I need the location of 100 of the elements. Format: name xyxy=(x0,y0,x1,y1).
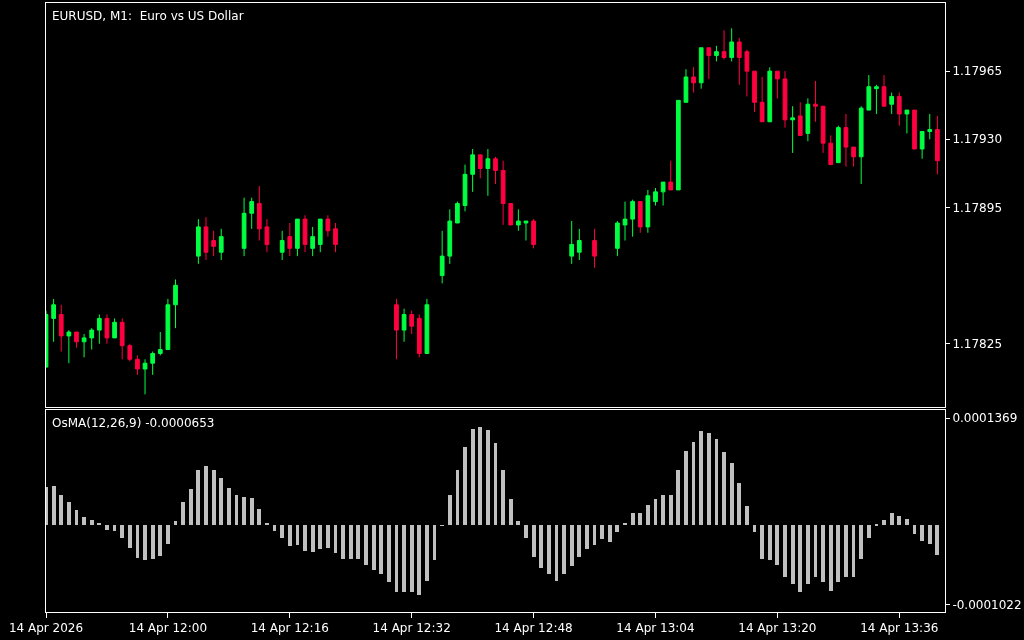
bar xyxy=(547,525,551,574)
bar xyxy=(806,525,810,584)
bar xyxy=(326,525,330,548)
bar xyxy=(859,525,863,559)
bar xyxy=(913,525,916,534)
candlestick xyxy=(889,92,895,115)
bar xyxy=(288,525,292,546)
candlestick xyxy=(165,298,171,351)
candlestick xyxy=(104,314,110,345)
bar xyxy=(341,525,345,559)
bar xyxy=(791,525,795,584)
bar xyxy=(59,495,63,525)
bar xyxy=(395,525,398,592)
candlestick xyxy=(89,327,95,351)
x-tick-label: 14 Apr 12:00 xyxy=(128,621,208,636)
candlestick xyxy=(622,201,628,242)
bar xyxy=(227,488,231,525)
bar xyxy=(867,525,871,538)
candlestick xyxy=(691,66,696,94)
bar xyxy=(463,447,467,525)
bar xyxy=(562,525,566,574)
candlestick xyxy=(112,317,117,339)
bar xyxy=(745,506,749,525)
candlestick xyxy=(782,70,788,129)
candlestick xyxy=(698,47,704,90)
candlestick xyxy=(660,181,666,206)
candlestick xyxy=(211,230,216,257)
bar xyxy=(486,430,490,525)
candlestick xyxy=(51,298,56,343)
bar xyxy=(196,470,200,525)
candlestick xyxy=(828,134,834,166)
candlestick xyxy=(752,70,757,113)
candlestick xyxy=(325,214,331,238)
bar xyxy=(174,521,177,525)
bar xyxy=(699,431,703,525)
bar xyxy=(890,513,894,525)
candlestick xyxy=(797,101,803,136)
bar xyxy=(158,525,162,556)
candlestick xyxy=(843,113,849,168)
y-tick-label: 1.17965 xyxy=(952,64,1003,79)
candlestick xyxy=(790,105,795,154)
candlestick xyxy=(675,99,681,191)
candlestick xyxy=(874,84,879,115)
candlestick xyxy=(477,154,483,179)
bar xyxy=(456,470,459,525)
bar xyxy=(669,495,673,525)
candlestick xyxy=(485,148,491,197)
bar xyxy=(692,442,695,525)
y-tick-label: 0.0001369 xyxy=(952,411,1018,426)
y-tick-label: 1.17930 xyxy=(952,132,1003,147)
x-tick-label: 14 Apr 12:16 xyxy=(250,621,329,636)
candlestick xyxy=(81,333,87,358)
candlestick xyxy=(668,160,674,191)
bar xyxy=(684,451,688,525)
bar xyxy=(212,470,216,525)
candlestick xyxy=(653,187,658,206)
y-tick-label: 1.17825 xyxy=(952,336,1003,351)
candlestick xyxy=(66,329,72,364)
bar xyxy=(52,486,56,525)
candlestick xyxy=(706,47,712,80)
bar xyxy=(638,513,642,525)
bar xyxy=(219,478,223,525)
bar xyxy=(730,463,734,525)
bar xyxy=(303,525,307,551)
candlestick xyxy=(820,105,826,154)
candlestick xyxy=(447,208,453,265)
candlestick xyxy=(256,185,262,242)
bar xyxy=(608,525,612,542)
bar xyxy=(920,525,924,541)
candlestick xyxy=(576,228,582,261)
candlestick xyxy=(409,310,415,335)
candlestick xyxy=(416,314,422,358)
candlestick xyxy=(462,164,468,212)
bar xyxy=(814,525,817,577)
bar xyxy=(585,525,589,549)
bar xyxy=(775,525,779,565)
bar xyxy=(379,525,383,574)
candlestick xyxy=(630,199,635,238)
bar xyxy=(181,502,185,525)
candlestick xyxy=(919,131,925,160)
text: EURUSD, M1: Euro vs US Dollar xyxy=(52,9,244,23)
y-tick-label: 1.17895 xyxy=(952,200,1003,215)
bar xyxy=(235,495,238,525)
candlestick xyxy=(424,298,430,354)
candlestick xyxy=(851,146,856,168)
candlestick xyxy=(74,331,79,349)
bar xyxy=(654,499,657,525)
bar xyxy=(318,525,322,549)
candlestick xyxy=(493,156,498,185)
candlestick xyxy=(736,37,742,86)
bar xyxy=(82,517,86,525)
candlestick xyxy=(317,218,323,253)
candlestick xyxy=(714,45,719,62)
bar xyxy=(311,525,315,552)
bar xyxy=(646,505,650,525)
bar xyxy=(257,509,261,525)
candlestick xyxy=(333,222,338,253)
candlestick xyxy=(805,97,811,142)
bar xyxy=(516,521,520,525)
bar xyxy=(143,525,147,560)
